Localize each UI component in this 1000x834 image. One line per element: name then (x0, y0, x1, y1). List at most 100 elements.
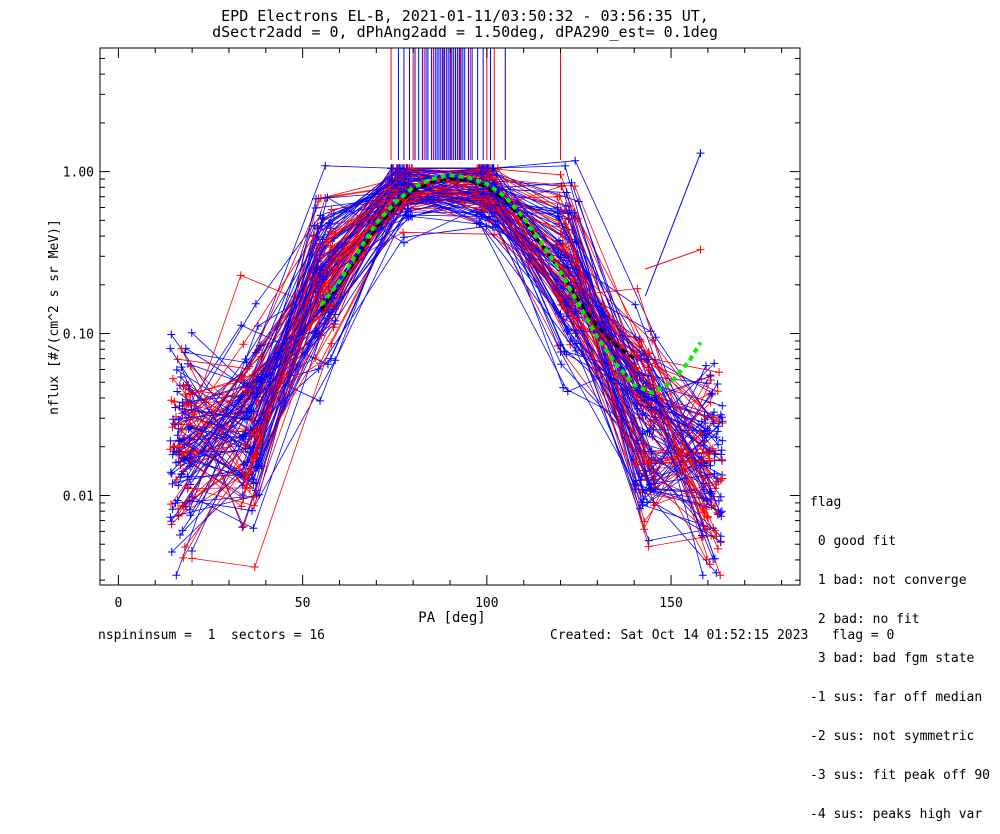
data-point (718, 436, 727, 445)
data-point (567, 178, 576, 187)
data-point (181, 348, 189, 357)
profile-line (180, 193, 719, 502)
data-point (175, 381, 184, 390)
data-point (649, 375, 658, 384)
data-point (644, 536, 653, 545)
data-point (640, 392, 649, 401)
data-point (166, 445, 175, 454)
data-point (166, 436, 175, 445)
data-point (708, 389, 717, 398)
data-point (167, 548, 176, 556)
data-point (713, 380, 722, 388)
data-point (239, 340, 248, 349)
data-point (177, 425, 186, 434)
data-point (183, 472, 192, 481)
data-point (632, 348, 641, 357)
data-point (248, 506, 256, 515)
profile-line (189, 211, 717, 574)
profile-line (182, 200, 707, 559)
data-point (182, 398, 191, 407)
data-point (242, 407, 251, 415)
profile-line (179, 167, 704, 576)
data-point (178, 451, 187, 460)
data-point (697, 417, 706, 426)
data-point (167, 396, 176, 405)
data-point (175, 402, 184, 411)
data-point (702, 361, 710, 370)
data-point (699, 449, 708, 458)
data-point (181, 456, 189, 465)
data-point (714, 496, 723, 505)
data-point (649, 425, 658, 434)
profile-line (182, 196, 720, 531)
data-point (395, 164, 404, 173)
data-point (173, 443, 182, 452)
data-point (173, 496, 182, 505)
data-point (563, 387, 572, 396)
data-point (706, 560, 714, 569)
data-point (178, 526, 187, 535)
data-point (177, 470, 186, 479)
profile-line (183, 195, 709, 507)
data-point (484, 174, 493, 183)
data-point (237, 321, 246, 330)
data-point (241, 444, 250, 453)
data-point (571, 156, 580, 165)
data-point (716, 537, 725, 546)
footer-left: nspininsum = 1 sectors = 16 (98, 628, 325, 643)
data-point (554, 212, 563, 221)
x-tick-label: 50 (295, 596, 311, 611)
data-point (184, 381, 193, 390)
data-point (176, 373, 185, 381)
data-point (403, 205, 412, 214)
data-point (557, 360, 566, 369)
data-point (237, 402, 246, 411)
data-point (711, 526, 720, 535)
data-point (564, 226, 573, 234)
data-point (174, 447, 183, 456)
data-point (571, 307, 580, 316)
data-point (714, 422, 723, 431)
y-tick-label: 0.01 (63, 489, 94, 504)
data-profiles (166, 149, 727, 580)
profile-line (188, 193, 707, 501)
data-point (316, 396, 324, 405)
data-point (331, 310, 339, 319)
y-tick-label: 1.00 (63, 166, 94, 181)
data-point (184, 483, 193, 492)
data-point (566, 340, 575, 349)
data-point (710, 469, 719, 478)
profile-line (189, 175, 708, 516)
data-point (169, 415, 178, 424)
x-tick-label: 150 (659, 596, 682, 611)
data-point (177, 363, 186, 372)
data-point (239, 522, 248, 531)
data-point (250, 501, 259, 510)
data-point (180, 543, 189, 551)
profile-line (179, 167, 723, 418)
data-point (187, 328, 196, 337)
data-point (717, 455, 726, 464)
legend-title: flag (810, 495, 842, 510)
data-point (632, 460, 641, 469)
data-point (561, 202, 570, 211)
data-point (717, 450, 725, 459)
data-point (703, 496, 711, 505)
data-point (251, 299, 260, 308)
data-point (562, 188, 571, 197)
data-point (183, 359, 192, 368)
data-point (408, 212, 417, 221)
profile-line (173, 189, 705, 432)
fit-curves (319, 173, 703, 396)
footer-right: Created: Sat Oct 14 01:52:15 2023 flag =… (550, 628, 895, 643)
green-fit-curve (319, 173, 703, 396)
profile-line (190, 191, 709, 517)
data-point (388, 176, 397, 185)
data-point (177, 344, 186, 353)
data-point (257, 352, 266, 361)
data-point (471, 189, 480, 198)
data-point (713, 508, 722, 517)
data-point (636, 504, 644, 513)
data-point (173, 387, 182, 396)
profile-line (171, 214, 722, 553)
